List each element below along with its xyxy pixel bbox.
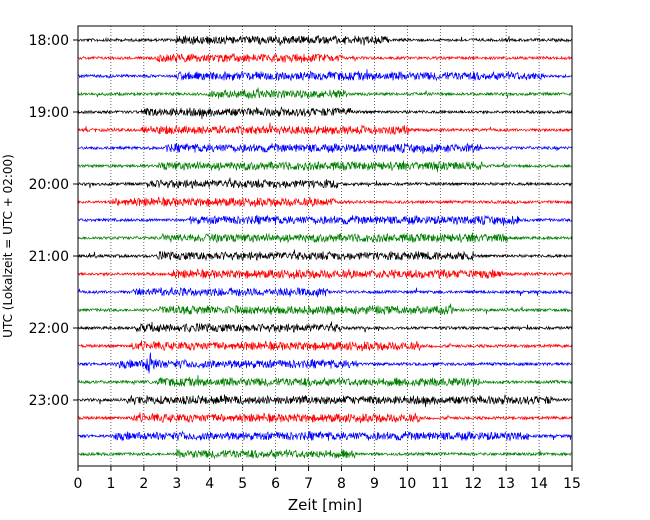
y-tick-label: 21:00 [29, 249, 69, 265]
seismogram-trace [77, 352, 573, 374]
x-tick-label: 6 [271, 476, 280, 492]
x-tick-label: 7 [304, 476, 313, 492]
seismogram-trace [77, 375, 573, 388]
x-tick-label: 15 [563, 476, 581, 492]
seismogram-trace [77, 177, 573, 190]
seismogram-trace [77, 412, 573, 424]
x-tick-label: 8 [337, 476, 346, 492]
x-tick-label: 12 [464, 476, 482, 492]
y-axis-label: UTC (Lokalzeit = UTC + 02:00) [1, 154, 15, 338]
y-tick-label: 19:00 [29, 105, 69, 121]
seismogram-trace [77, 35, 573, 46]
x-tick-label: 13 [497, 476, 515, 492]
x-axis-ticks: 0 1 2 3 4 5 6 7 8 9 10 11 12 13 14 15 [74, 466, 581, 492]
seismogram-trace [77, 196, 573, 208]
seismogram-trace [77, 286, 573, 298]
seismogram-trace [77, 321, 573, 334]
seismogram-trace [77, 268, 573, 280]
seismogram-trace [77, 232, 573, 244]
seismogram-trace [77, 69, 573, 82]
seismogram-trace [77, 87, 573, 100]
seismogram-trace [77, 430, 573, 442]
x-tick-label: 1 [106, 476, 115, 492]
y-tick-label: 20:00 [29, 177, 69, 193]
seismogram-trace [77, 340, 573, 352]
seismogram-traces [77, 35, 573, 460]
seismogram-trace [77, 448, 573, 460]
x-tick-label: 10 [398, 476, 416, 492]
x-axis-label: Zeit [min] [288, 496, 362, 514]
x-tick-label: 3 [172, 476, 181, 492]
seismogram-trace [77, 142, 573, 154]
y-tick-label: 22:00 [29, 321, 69, 337]
seismogram-trace [77, 303, 573, 316]
y-tick-label: 23:00 [29, 393, 69, 409]
seismogram-trace [77, 249, 573, 262]
x-tick-label: 4 [205, 476, 214, 492]
seismogram-trace [77, 122, 573, 136]
x-tick-label: 11 [431, 476, 449, 492]
x-tick-label: 5 [238, 476, 247, 492]
seismogram-trace [77, 160, 573, 173]
seismogram-trace [77, 214, 573, 226]
y-tick-label: 18:00 [29, 33, 69, 49]
x-tick-label: 2 [139, 476, 148, 492]
seismogram-trace [77, 394, 572, 408]
x-tick-label: 0 [74, 476, 83, 492]
y-axis-ticks: 18:00 19:00 20:00 21:00 22:00 23:00 [29, 33, 78, 409]
seismogram-trace [77, 53, 573, 64]
x-tick-label: 9 [370, 476, 379, 492]
x-tick-label: 14 [530, 476, 548, 492]
seismogram-trace [77, 106, 573, 120]
plot-frame [77, 25, 573, 467]
minute-gridlines [110, 26, 540, 466]
